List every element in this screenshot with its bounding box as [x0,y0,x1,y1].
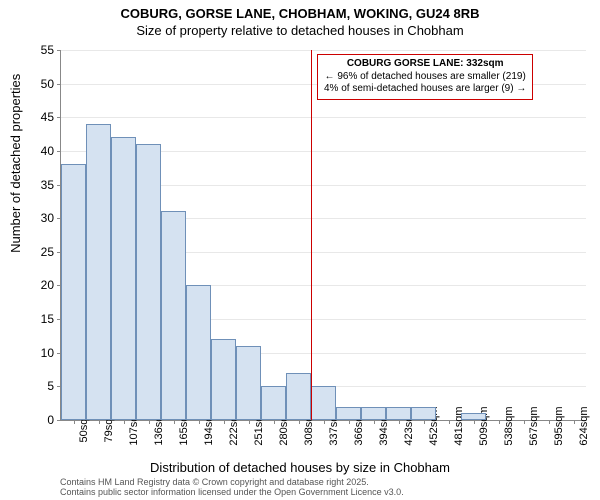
y-tick [57,50,61,51]
chart-subtitle: Size of property relative to detached ho… [0,21,600,38]
gridline [61,117,586,118]
footer-attribution: Contains HM Land Registry data © Crown c… [60,478,404,498]
histogram-bar [286,373,311,420]
x-tick-label: 567sqm [528,406,540,445]
histogram-bar [111,137,136,420]
chart-plot-area: 051015202530354045505550sqm79sqm107sqm13… [60,50,586,421]
histogram-bar [261,386,286,420]
y-tick-label: 40 [41,144,54,158]
x-tick [74,420,75,424]
x-tick [99,420,100,424]
x-axis-title: Distribution of detached houses by size … [0,460,600,475]
y-tick-label: 35 [41,178,54,192]
histogram-bar [311,386,336,420]
x-tick [149,420,150,424]
y-tick-label: 10 [41,346,54,360]
y-tick-label: 50 [41,77,54,91]
footer-line2: Contains public sector information licen… [60,488,404,498]
histogram-bar [161,211,186,420]
annotation-line: 4% of semi-detached houses are larger (9… [324,83,526,96]
x-tick [224,420,225,424]
y-tick-label: 0 [47,413,54,427]
y-tick [57,151,61,152]
x-tick [574,420,575,424]
x-tick [449,420,450,424]
y-tick-label: 45 [41,110,54,124]
y-tick [57,84,61,85]
x-tick [549,420,550,424]
x-tick [424,420,425,424]
x-tick [399,420,400,424]
y-tick-label: 30 [41,211,54,225]
x-tick-label: 538sqm [503,406,515,445]
y-tick-label: 15 [41,312,54,326]
x-tick [524,420,525,424]
x-tick-label: 624sqm [578,406,590,445]
x-tick [199,420,200,424]
histogram-bar [236,346,261,420]
gridline [61,50,586,51]
histogram-bar [411,407,436,420]
x-tick [274,420,275,424]
y-tick-label: 5 [47,379,54,393]
x-tick [299,420,300,424]
histogram-bar [61,164,86,420]
histogram-bar [386,407,411,420]
y-tick [57,117,61,118]
annotation-line: ← 96% of detached houses are smaller (21… [324,71,526,84]
chart-title: COBURG, GORSE LANE, CHOBHAM, WOKING, GU2… [0,0,600,21]
x-tick [324,420,325,424]
histogram-bar [461,413,486,420]
x-tick [124,420,125,424]
x-tick [249,420,250,424]
y-tick-label: 20 [41,278,54,292]
reference-line [311,50,312,420]
histogram-bar [86,124,111,420]
x-tick-label: 595sqm [553,406,565,445]
x-tick [174,420,175,424]
x-tick [349,420,350,424]
y-axis-title: Number of detached properties [8,74,23,253]
histogram-bar [136,144,161,420]
x-tick [499,420,500,424]
y-tick [57,420,61,421]
x-tick [374,420,375,424]
histogram-bar [186,285,211,420]
histogram-bar [211,339,236,420]
annotation-box: COBURG GORSE LANE: 332sqm← 96% of detach… [317,54,533,100]
y-tick-label: 25 [41,245,54,259]
y-tick-label: 55 [41,43,54,57]
annotation-title: COBURG GORSE LANE: 332sqm [324,58,526,71]
histogram-bar [361,407,386,420]
histogram-bar [336,407,361,420]
x-tick [474,420,475,424]
